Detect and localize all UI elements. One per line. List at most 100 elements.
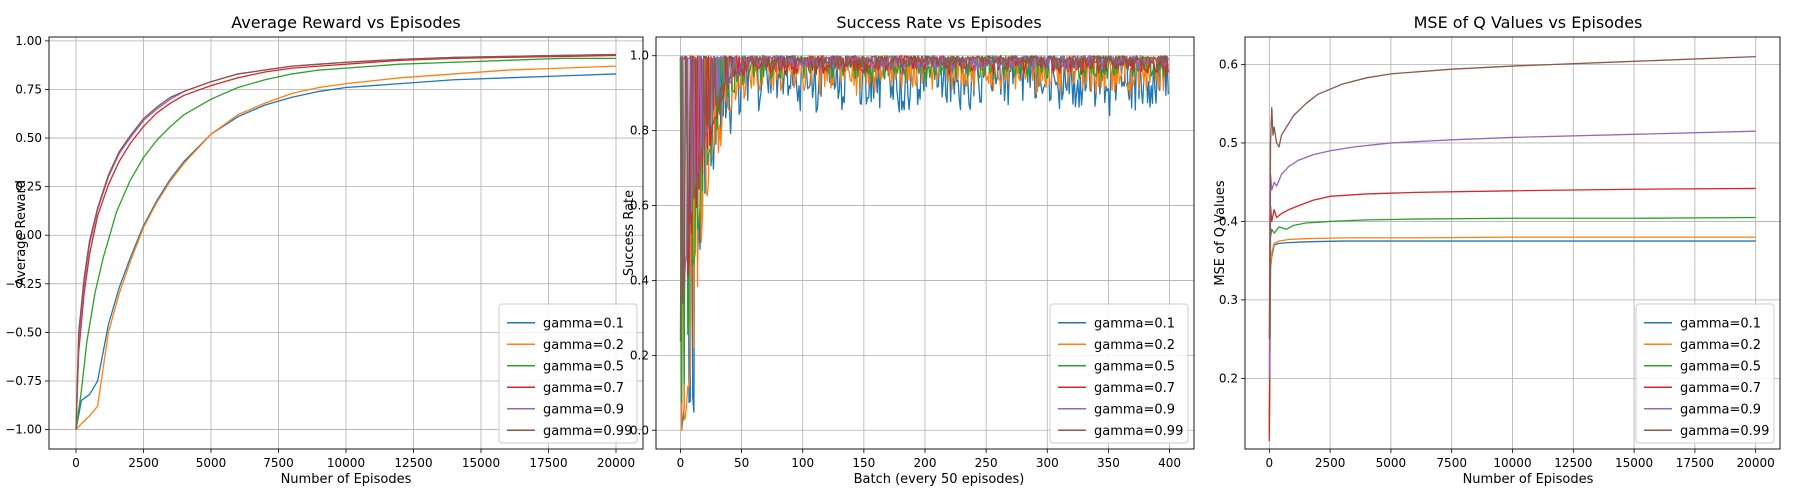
reward-chart-y-tick-label: −0.75	[5, 374, 42, 388]
success-rate-chart-y-tick-label: 1.0	[630, 49, 649, 63]
reward-chart-x-tick-label: 20000	[597, 456, 635, 470]
reward-chart: 0 2500 5000 7500 10000 12500 15000 17500 20000 −1…	[5, 13, 644, 487]
mse-chart-y-tick-label: 0.2	[1219, 371, 1238, 385]
success-rate-chart-y-tick-label: 0.0	[630, 423, 649, 437]
success-rate-chart-x-tick-label: 100	[791, 456, 814, 470]
reward-chart-x-tick-label: 0	[72, 456, 80, 470]
success-rate-chart-legend-label: gamma=0.9	[1094, 402, 1175, 417]
reward-chart-axes-frame	[48, 36, 644, 450]
mse-chart-x-tick-label: 5000	[1376, 456, 1407, 470]
reward-chart-x-tick-label: 7500	[263, 456, 294, 470]
reward-chart-legend-label: gamma=0.99	[543, 424, 632, 439]
reward-chart-y-tick-label: 0.50	[15, 131, 42, 145]
reward-chart-legend-label: gamma=0.9	[543, 402, 624, 417]
reward-chart-series-lines	[75, 53, 617, 431]
success-rate-chart-x-tick-label: 350	[1097, 456, 1120, 470]
success-rate-chart-x-tick-label: 150	[852, 456, 875, 470]
reward-chart-legend-label: gamma=0.2	[543, 338, 624, 353]
reward-chart-y-tick-label: −0.25	[5, 277, 42, 291]
reward-chart-grid: 0 2500 5000 7500 10000 12500 15000 17500 20000 −1…	[5, 34, 643, 470]
reward-chart-x-tick-label: 10000	[327, 456, 365, 470]
reward-chart-x-tick-label: 2500	[128, 456, 159, 470]
reward-chart-y-tick-label: 1.00	[15, 34, 42, 48]
reward-chart-legend: gamma=0.1 gamma=0.2 gamma=0.5 gamma=0.7 gamm…	[498, 303, 638, 444]
mse-chart-legend-label: gamma=0.7	[1680, 381, 1761, 396]
success-rate-chart-legend-label: gamma=0.7	[1094, 381, 1175, 396]
mse-chart-x-tick-label: 17500	[1676, 456, 1714, 470]
success-rate-chart-axes-frame	[655, 36, 1195, 450]
success-rate-chart-title: Success Rate vs Episodes	[836, 13, 1041, 32]
mse-chart-title: MSE of Q Values vs Episodes	[1414, 13, 1643, 32]
reward-chart-ylabel: Average Reward	[14, 180, 29, 286]
mse-chart-x-tick-label: 2500	[1315, 456, 1346, 470]
reward-chart-line-gamma-0-7	[75, 54, 617, 430]
reward-chart-title: Average Reward vs Episodes	[231, 13, 461, 32]
reward-chart-x-tick-label: 12500	[394, 456, 432, 470]
reward-chart-line-gamma-0-1	[75, 73, 617, 430]
mse-chart-y-tick-label: 0.4	[1219, 214, 1238, 228]
success-rate-chart-x-tick-label: 300	[1036, 456, 1059, 470]
reward-chart-x-tick-label: 15000	[462, 456, 500, 470]
success-rate-chart-legend-label: gamma=0.99	[1094, 424, 1183, 439]
success-rate-chart-series-lines	[679, 55, 1169, 431]
mse-chart-legend-label: gamma=0.99	[1680, 424, 1769, 439]
reward-chart-x-tick-label: 5000	[196, 456, 227, 470]
mse-chart-xlabel: Number of Episodes	[1463, 472, 1594, 487]
mse-chart-ylabel: MSE of Q Values	[1213, 180, 1228, 286]
success-rate-chart-legend-label: gamma=0.1	[1094, 316, 1175, 331]
success-rate-chart-x-tick-label: 400	[1158, 456, 1181, 470]
mse-chart-y-tick-label: 0.6	[1219, 57, 1238, 71]
mse-chart-line-gamma-0-99	[1268, 55, 1756, 340]
mse-chart-line-gamma-0-5	[1268, 216, 1756, 434]
success-rate-chart-x-tick-label: 250	[975, 456, 998, 470]
reward-chart-xlabel: Number of Episodes	[281, 472, 412, 487]
mse-chart-x-tick-label: 15000	[1615, 456, 1653, 470]
reward-chart-legend-label: gamma=0.1	[543, 316, 624, 331]
reward-chart-legend-label: gamma=0.5	[543, 359, 624, 374]
mse-chart-x-tick-label: 0	[1265, 456, 1273, 470]
reward-chart-x-tick-label: 17500	[529, 456, 567, 470]
success-rate-chart-line-gamma-0-99	[679, 55, 1169, 342]
success-rate-chart-x-tick-label: 0	[677, 456, 685, 470]
success-rate-chart-legend-label: gamma=0.2	[1094, 338, 1175, 353]
mse-chart-legend-label: gamma=0.2	[1680, 338, 1761, 353]
success-rate-chart-y-tick-label: 0.8	[630, 124, 649, 138]
reward-chart-y-tick-label: 0.00	[15, 228, 42, 242]
reward-chart-line-gamma-0-99	[75, 53, 617, 430]
mse-chart-y-tick-label: 0.5	[1219, 136, 1238, 150]
reward-chart-legend-label: gamma=0.7	[543, 381, 624, 396]
mse-chart-legend-label: gamma=0.5	[1680, 359, 1761, 374]
success-rate-chart-ylabel: Success Rate	[622, 190, 637, 276]
reward-chart-line-gamma-0-5	[75, 57, 616, 430]
success-rate-chart-x-tick-label: 200	[914, 456, 937, 470]
success-rate-chart-xlabel: Batch (every 50 episodes)	[854, 472, 1025, 487]
mse-chart-grid: 0 2500 5000 7500 10000 12500 15000 17500 20000 0.…	[1219, 37, 1780, 470]
success-rate-chart: 0 50 100 150 200 250 300 350 400 0.0 0.2 0.4 0.6 0.8 1…	[622, 13, 1195, 487]
success-rate-chart-y-tick-label: 0.2	[630, 348, 649, 362]
success-rate-chart-y-tick-label: 0.6	[630, 199, 649, 213]
mse-chart: 0 2500 5000 7500 10000 12500 15000 17500 20000 0.…	[1213, 13, 1781, 487]
mse-chart-axes-frame	[1244, 36, 1781, 450]
reward-chart-y-tick-label: 0.75	[15, 82, 42, 96]
mse-chart-line-gamma-0-2	[1268, 236, 1756, 430]
success-rate-chart-y-tick-label: 0.4	[630, 273, 649, 287]
mse-chart-y-tick-label: 0.3	[1219, 293, 1238, 307]
mse-chart-x-tick-label: 20000	[1737, 456, 1775, 470]
mse-chart-line-gamma-0-7	[1268, 187, 1756, 442]
success-rate-chart-x-tick-label: 50	[734, 456, 749, 470]
mse-chart-legend-label: gamma=0.1	[1680, 316, 1761, 331]
mse-chart-line-gamma-0-9	[1268, 130, 1756, 379]
mse-chart-x-tick-label: 10000	[1493, 456, 1531, 470]
success-rate-chart-legend-label: gamma=0.5	[1094, 359, 1175, 374]
reward-chart-line-gamma-0-2	[75, 65, 617, 431]
reward-chart-y-tick-label: −0.50	[5, 325, 42, 339]
mse-chart-legend-label: gamma=0.9	[1680, 402, 1761, 417]
reward-chart-y-tick-label: −1.00	[5, 423, 42, 437]
success-rate-chart-legend: gamma=0.1 gamma=0.2 gamma=0.5 gamma=0.7 gamm…	[1049, 303, 1189, 444]
mse-chart-legend: gamma=0.1 gamma=0.2 gamma=0.5 gamma=0.7 gamm…	[1635, 303, 1775, 444]
mse-chart-x-tick-label: 12500	[1554, 456, 1592, 470]
mse-chart-series-lines	[1268, 55, 1756, 442]
reward-chart-y-tick-label: 0.25	[15, 180, 42, 194]
mse-chart-x-tick-label: 7500	[1436, 456, 1467, 470]
